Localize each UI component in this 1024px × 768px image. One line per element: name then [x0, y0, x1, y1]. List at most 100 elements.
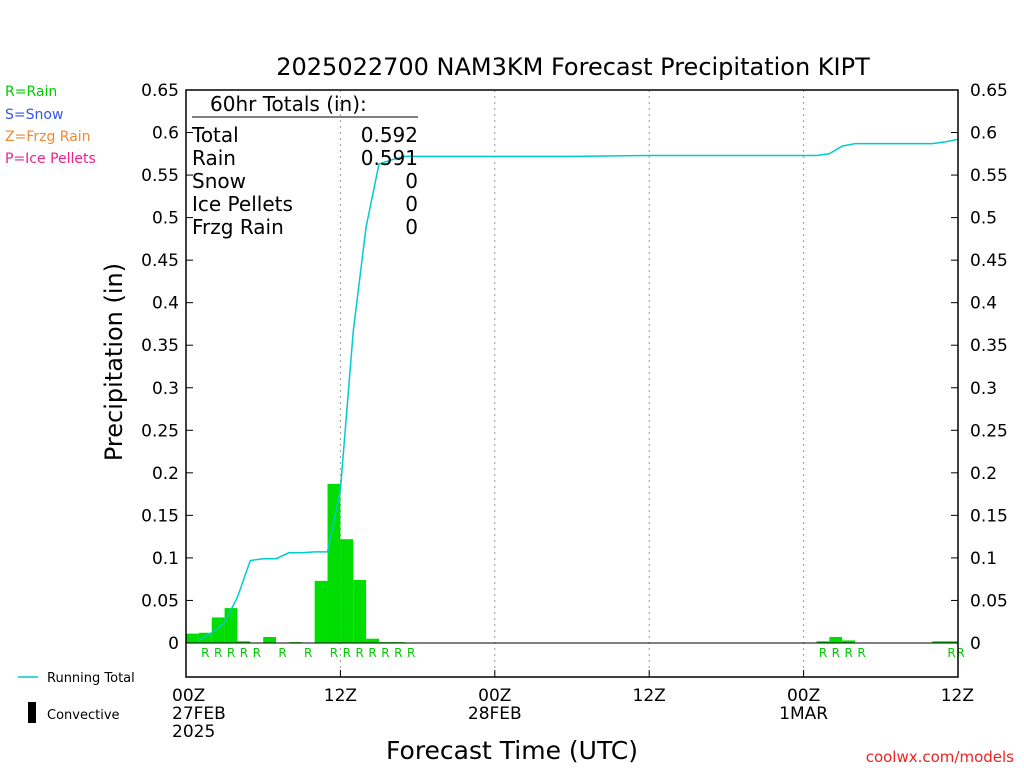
- precip-bar: [263, 637, 277, 643]
- totals-label-total: Total: [191, 123, 239, 147]
- precip-bar: [366, 638, 379, 643]
- y-tick-label: 0.1: [970, 549, 997, 569]
- running-total-series: [198, 138, 959, 642]
- totals-label-frzg-rain: Frzg Rain: [192, 215, 284, 239]
- totals-label-snow: Snow: [192, 169, 246, 193]
- precip-bar: [224, 608, 238, 643]
- totals-box: 60hr Totals (in): Total 0.592 Rain 0.591…: [191, 92, 418, 239]
- x-tick-label: 00Z: [172, 686, 205, 706]
- y-tick-label: 0.4: [152, 294, 179, 314]
- totals-value-snow: 0: [405, 169, 418, 193]
- totals-label-ice-pellets: Ice Pellets: [192, 192, 293, 216]
- precip-bar: [327, 483, 341, 643]
- ptype-marker: R: [381, 646, 389, 660]
- y-tick-label: 0.3: [152, 379, 179, 399]
- y-tick-label: 0.55: [141, 166, 179, 186]
- x-tick-label: 12Z: [324, 686, 357, 706]
- totals-header: 60hr Totals (in):: [210, 92, 367, 116]
- ptype-marker: R: [394, 646, 402, 660]
- ptype-marker: R: [832, 646, 840, 660]
- ptype-marker: R: [304, 646, 312, 660]
- watermark: coolwx.com/models: [866, 748, 1014, 766]
- bottom-legend: Running Total Convective: [18, 671, 135, 723]
- ptype-marker: R: [214, 646, 222, 660]
- x-tick-label: 28FEB: [468, 704, 522, 724]
- y-tick-label: 0: [168, 634, 179, 654]
- y-axis-right: 0 0.05 0.1 0.15 0.2 0.25 0.3 0.35 0.4 0.45 0.5 0.55…: [951, 81, 1008, 654]
- totals-value-frzg-rain: 0: [405, 215, 418, 239]
- precip-bar: [198, 632, 212, 643]
- precip-bar: [237, 641, 251, 643]
- ptype-marker: R: [844, 646, 852, 660]
- x-tick-label: 1MAR: [779, 704, 828, 724]
- ptype-marker: R: [819, 646, 827, 660]
- totals-value-ice-pellets: 0: [405, 192, 418, 216]
- running-total-line: [198, 138, 959, 642]
- y-tick-label: 0.65: [970, 81, 1008, 101]
- y-tick-label: 0.45: [970, 251, 1008, 271]
- y-tick-label: 0.15: [970, 506, 1008, 526]
- convective-swatch: [28, 702, 36, 723]
- y-tick-label: 0.25: [141, 421, 179, 441]
- precip-bar: [353, 580, 367, 643]
- y-tick-label: 0.55: [970, 166, 1008, 186]
- ptype-marker: R: [201, 646, 209, 660]
- legend-snow: S=Snow: [5, 107, 63, 123]
- y-tick-label: 0: [970, 634, 981, 654]
- ptype-marker: R: [227, 646, 235, 660]
- y-axis-left: 0 0.05 0.1 0.15 0.2 0.25 0.3 0.35 0.4 0.45 0.5 0.55…: [141, 81, 193, 654]
- precip-bar: [842, 640, 856, 643]
- grid-lines: [339, 90, 805, 677]
- totals-value-total: 0.592: [361, 123, 418, 147]
- plot-frame: [185, 89, 959, 678]
- x-tick-label: 2025: [172, 722, 215, 742]
- ptype-marker: R: [330, 646, 338, 660]
- ptype-marker: R: [253, 646, 261, 660]
- x-axis-title: Forecast Time (UTC): [386, 736, 638, 765]
- precip-bar: [932, 641, 946, 643]
- y-tick-label: 0.35: [970, 336, 1008, 356]
- y-tick-label: 0.6: [152, 124, 179, 144]
- y-tick-label: 0.4: [970, 294, 997, 314]
- legend-ice-pellets: P=Ice Pellets: [5, 151, 96, 167]
- y-tick-label: 0.05: [970, 591, 1008, 611]
- precip-bar: [340, 539, 354, 643]
- x-tick-label: 00Z: [478, 686, 511, 706]
- legend-frzg-rain: Z=Frzg Rain: [5, 129, 91, 145]
- x-tick-label: 00Z: [787, 686, 820, 706]
- y-axis-title: Precipitation (in): [100, 263, 128, 461]
- precip-bar: [816, 641, 830, 643]
- x-tick-label: 12Z: [941, 686, 974, 706]
- ptype-marker: R: [343, 646, 351, 660]
- ptype-marker: R: [857, 646, 865, 660]
- y-tick-label: 0.6: [970, 124, 997, 144]
- precip-bar: [829, 637, 843, 643]
- y-tick-label: 0.25: [970, 421, 1008, 441]
- y-tick-label: 0.45: [141, 251, 179, 271]
- y-tick-label: 0.2: [152, 464, 179, 484]
- totals-label-rain: Rain: [192, 146, 236, 170]
- ptype-legend: R=Rain S=Snow Z=Frzg Rain P=Ice Pellets: [5, 84, 96, 167]
- chart-title: 2025022700 NAM3KM Forecast Precipitation…: [276, 53, 870, 81]
- y-tick-label: 0.3: [970, 379, 997, 399]
- y-tick-label: 0.35: [141, 336, 179, 356]
- precip-bar: [186, 633, 199, 643]
- legend-rain: R=Rain: [5, 84, 57, 100]
- ptype-marker: R: [407, 646, 415, 660]
- y-tick-label: 0.15: [141, 506, 179, 526]
- y-tick-label: 0.1: [152, 549, 179, 569]
- ptype-marker: R: [278, 646, 286, 660]
- precip-bar: [945, 641, 958, 643]
- y-tick-label: 0.05: [141, 591, 179, 611]
- precip-bar: [314, 580, 328, 643]
- y-tick-label: 0.5: [970, 209, 997, 229]
- x-tick-label: 27FEB: [172, 704, 226, 724]
- ptype-marker: R: [956, 646, 964, 660]
- totals-value-rain: 0.591: [361, 146, 418, 170]
- precip-bar: [211, 617, 225, 643]
- ptype-marker: R: [356, 646, 364, 660]
- precip-bars: [186, 483, 958, 644]
